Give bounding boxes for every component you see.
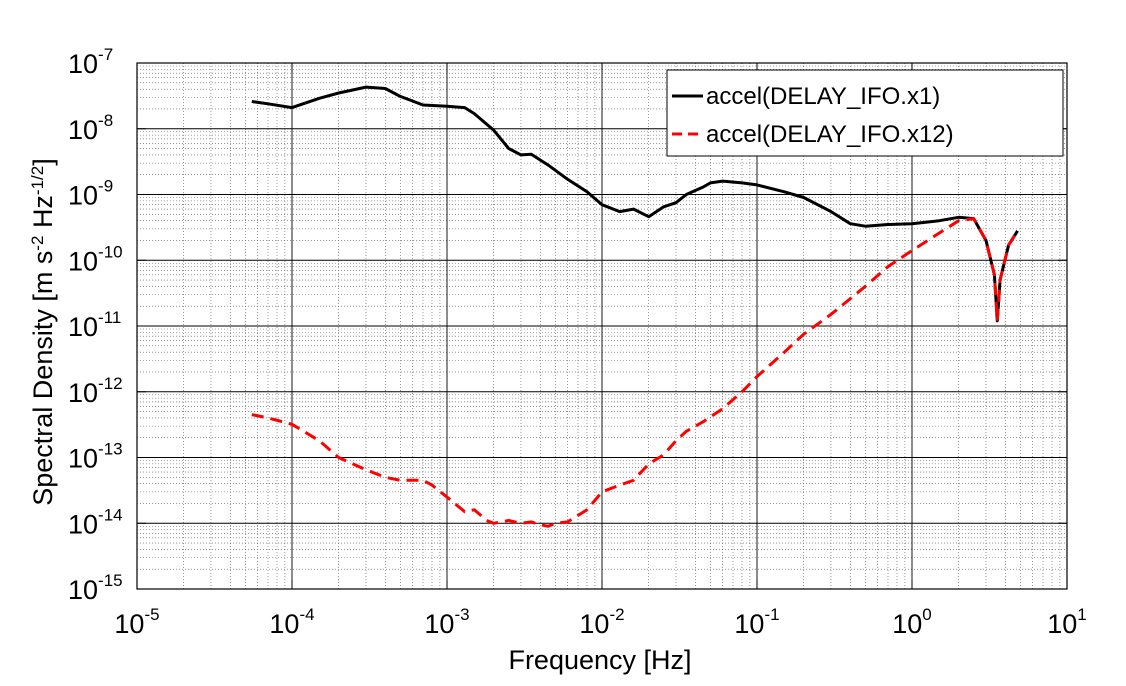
y-tick-label-exponent: -9 (98, 177, 113, 196)
x-tick-label: 10-1 (734, 605, 779, 639)
y-tick-label-base: 10 (68, 378, 98, 408)
x-tick-label-exponent: -3 (454, 605, 469, 624)
y-tick-label-exponent: -15 (98, 571, 123, 590)
x-tick-label-base: 10 (892, 609, 922, 639)
y-tick-label: 10-15 (68, 571, 123, 605)
x-tick-label-exponent: 1 (1077, 605, 1086, 624)
y-tick-label-base: 10 (68, 49, 98, 79)
series-line-2 (251, 217, 1019, 528)
major-grid (137, 63, 1067, 589)
y-tick-label: 10-13 (68, 440, 123, 474)
x-tick-label-base: 10 (114, 609, 144, 639)
legend: accel(DELAY_IFO.x1) accel(DELAY_IFO.x12) (666, 69, 1064, 157)
x-tick-label: 101 (1047, 605, 1087, 639)
y-tick-label-base: 10 (68, 312, 98, 342)
x-tick-label: 10-4 (269, 605, 314, 639)
y-tick-label: 10-12 (68, 374, 123, 408)
x-tick-label: 10-3 (424, 605, 469, 639)
y-tick-label-exponent: -14 (98, 505, 123, 524)
y-tick-labels: 10-710-810-910-1010-1110-1210-1310-1410-… (68, 45, 123, 605)
legend-label-series-1: accel(DELAY_IFO.x1) (706, 83, 940, 110)
y-axis-label-middle: Hz (28, 195, 58, 236)
x-axis-label: Frequency [Hz] (508, 645, 691, 675)
x-tick-label-exponent: -2 (609, 605, 624, 624)
y-tick-label-exponent: -10 (98, 242, 123, 261)
legend-label-series-2: accel(DELAY_IFO.x12) (706, 121, 954, 148)
series-layer (251, 85, 1019, 528)
y-tick-label: 10-7 (68, 45, 113, 79)
x-tick-labels: 10-5 10-4 10-3 10-2 10-1 100 101 (114, 605, 1086, 639)
y-tick-label: 10-10 (68, 242, 123, 276)
y-tick-label-exponent: -12 (98, 374, 123, 393)
y-axis-label-suffix: ] (28, 158, 58, 166)
y-tick-label-exponent: -11 (98, 308, 121, 327)
x-tick-label-exponent: 0 (922, 605, 931, 624)
plot-frame (136, 62, 1068, 590)
x-tick-label-exponent: -1 (764, 605, 779, 624)
y-tick-label: 10-14 (68, 505, 123, 539)
x-tick-label: 10-5 (114, 605, 159, 639)
y-tick-label-base: 10 (68, 575, 98, 605)
y-tick-label-base: 10 (68, 246, 98, 276)
y-axis-label-exp2: -1/2 (28, 166, 47, 195)
series-line-1 (251, 85, 1019, 323)
x-tick-label-base: 10 (1047, 609, 1077, 639)
y-tick-label-base: 10 (68, 444, 98, 474)
y-tick-label-base: 10 (68, 509, 98, 539)
x-tick-label: 100 (892, 605, 932, 639)
y-tick-label-base: 10 (68, 115, 98, 145)
y-axis-label-prefix: Spectral Density [m s (28, 251, 58, 506)
y-tick-label: 10-9 (68, 177, 113, 211)
y-tick-label-base: 10 (68, 181, 98, 211)
x-tick-label-base: 10 (734, 609, 764, 639)
x-tick-label-base: 10 (579, 609, 609, 639)
x-tick-label-base: 10 (269, 609, 299, 639)
y-tick-label-exponent: -8 (98, 111, 113, 130)
x-tick-label: 10-2 (579, 605, 624, 639)
y-axis-label: Spectral Density [m s-2 Hz-1/2] (28, 158, 59, 506)
x-tick-label-exponent: -4 (299, 605, 314, 624)
y-tick-label: 10-8 (68, 111, 113, 145)
y-tick-label-exponent: -13 (98, 440, 123, 459)
x-tick-label-exponent: -5 (144, 605, 159, 624)
y-axis-label-exp1: -2 (28, 236, 47, 251)
y-tick-label: 10-11 (68, 308, 121, 342)
legend-box (666, 69, 1064, 157)
x-tick-label-base: 10 (424, 609, 454, 639)
y-tick-label-exponent: -7 (98, 45, 113, 64)
